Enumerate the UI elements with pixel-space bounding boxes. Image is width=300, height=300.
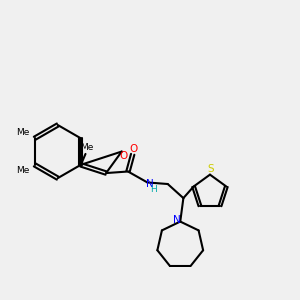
Text: Me: Me [80,143,94,152]
Text: N: N [146,179,154,189]
Text: S: S [207,164,214,174]
Text: Me: Me [16,128,29,137]
Text: N: N [173,215,181,225]
Text: O: O [119,151,128,161]
Text: O: O [129,144,137,154]
Text: Me: Me [16,166,29,175]
Text: H: H [150,185,157,194]
